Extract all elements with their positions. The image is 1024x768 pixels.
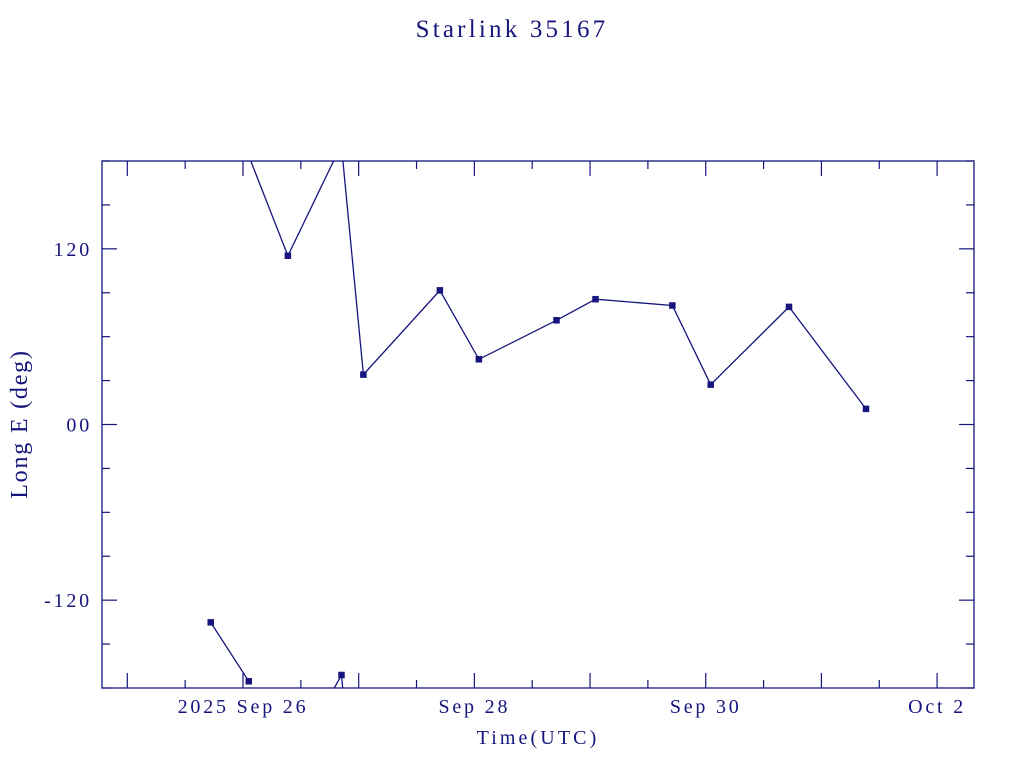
svg-text:Sep 30: Sep 30 [670,696,742,718]
svg-text:Sep 28: Sep 28 [438,696,510,718]
svg-text:120: 120 [54,239,92,261]
svg-text:Time(UTC): Time(UTC) [477,727,600,749]
svg-text:-120: -120 [44,590,92,612]
svg-text:Long E (deg): Long E (deg) [7,349,33,499]
svg-text:00: 00 [66,415,92,437]
svg-text:Starlink 35167: Starlink 35167 [416,16,609,43]
svg-text:Oct 2: Oct 2 [908,696,966,718]
svg-text:2025 Sep 26: 2025 Sep 26 [178,696,309,718]
